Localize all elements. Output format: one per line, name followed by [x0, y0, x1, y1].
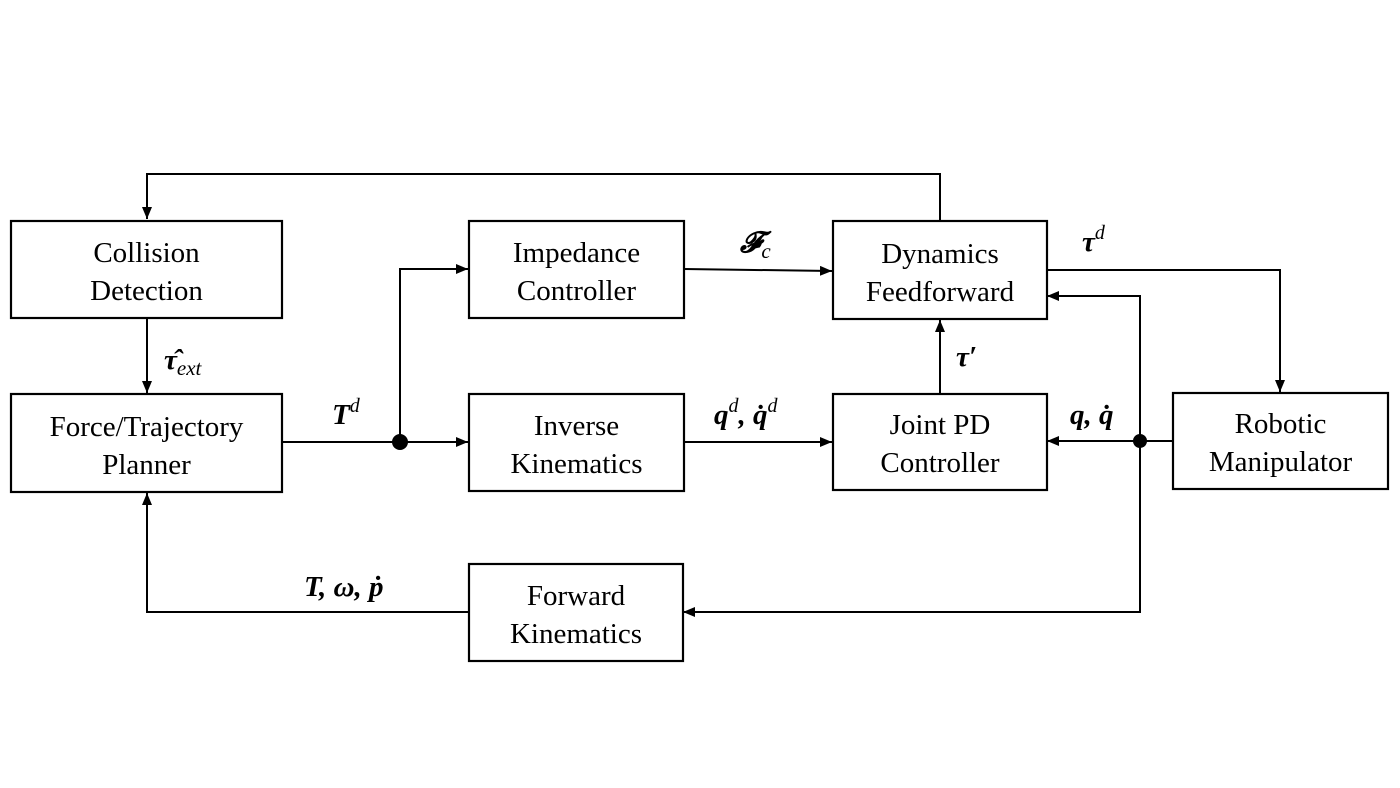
tau-d-symbol: τ: [1082, 226, 1096, 258]
qdot-d-superscript: d: [768, 395, 779, 417]
F-c-subscript: c: [761, 239, 771, 263]
tau-d-superscript: d: [1095, 222, 1106, 244]
forward-kinematics-label-line1: Forward: [527, 580, 626, 612]
signal-tau-d: τd: [1082, 222, 1106, 258]
impedance-label-line1: Impedance: [513, 237, 640, 269]
inverse-kinematics-label-line2: Kinematics: [510, 448, 642, 480]
impedance-controller-block: Impedance Controller: [467, 219, 686, 320]
collision-detection-label-line2: Detection: [90, 275, 203, 307]
wire-forward-kinematics-to-planner: [142, 493, 468, 613]
wire-impedance-to-dynamics: [683, 265, 833, 276]
q-d-superscript: d: [729, 395, 740, 417]
tau-prime-symbol: τ′: [956, 341, 977, 373]
T-d-superscript: d: [350, 395, 361, 417]
wire-branch-to-forward-kinematics: [683, 441, 1141, 617]
q-d-separator: ,: [738, 399, 754, 431]
wire-branch-to-dynamics: [1047, 291, 1141, 441]
dynamics-feedforward-block: Dynamics Feedforward: [831, 219, 1049, 321]
force-trajectory-planner-block: Force/Trajectory Planner: [9, 392, 284, 494]
q-d-symbol: q: [714, 399, 729, 431]
signal-T-d: Td: [332, 395, 361, 431]
junction-node-robot-output: [1133, 434, 1147, 448]
robotic-manipulator-label-line1: Robotic: [1235, 408, 1327, 440]
impedance-label-line2: Controller: [517, 275, 637, 307]
dynamics-label-line1: Dynamics: [881, 238, 999, 270]
signal-tau-prime: τ′: [956, 341, 977, 373]
robotic-manipulator-block: Robotic Manipulator: [1171, 391, 1390, 491]
forward-kinematics-block: Forward Kinematics: [467, 562, 685, 663]
inverse-kinematics-block: Inverse Kinematics: [467, 392, 686, 493]
joint-pd-label-line2: Controller: [880, 447, 1000, 479]
planner-label-line2: Planner: [102, 449, 191, 481]
signal-T-omega-pdot: T, ω, ṗ: [304, 571, 384, 603]
dynamics-label-line2: Feedforward: [866, 276, 1015, 308]
collision-detection-block: Collision Detection: [9, 219, 284, 320]
wire-branch-to-impedance: [399, 264, 468, 442]
wire-dynamics-to-collision: [142, 173, 941, 220]
inverse-kinematics-label-line1: Inverse: [534, 410, 619, 442]
wire-dynamics-to-robot: [1047, 269, 1285, 392]
signal-q-d-qdot-d: qd, q̇d: [714, 395, 779, 431]
robotic-manipulator-label-line2: Manipulator: [1209, 446, 1353, 478]
joint-pd-controller-block: Joint PD Controller: [831, 392, 1049, 492]
signal-q-qdot: q, q̇: [1070, 399, 1114, 431]
tau-ext-hat-subscript: ext: [177, 356, 203, 380]
joint-pd-label-line1: Joint PD: [890, 409, 991, 441]
qdot-d-symbol: q̇: [753, 399, 768, 431]
planner-label-line1: Force/Trajectory: [50, 411, 244, 443]
junction-node-planner-output: [392, 434, 408, 450]
signal-tau-ext-hat: τ̂ext: [164, 344, 203, 380]
T-d-symbol: T: [332, 399, 351, 431]
signal-F-c: 𝓕c: [739, 227, 772, 263]
forward-kinematics-label-line2: Kinematics: [510, 618, 642, 650]
collision-detection-label-line1: Collision: [93, 237, 200, 269]
